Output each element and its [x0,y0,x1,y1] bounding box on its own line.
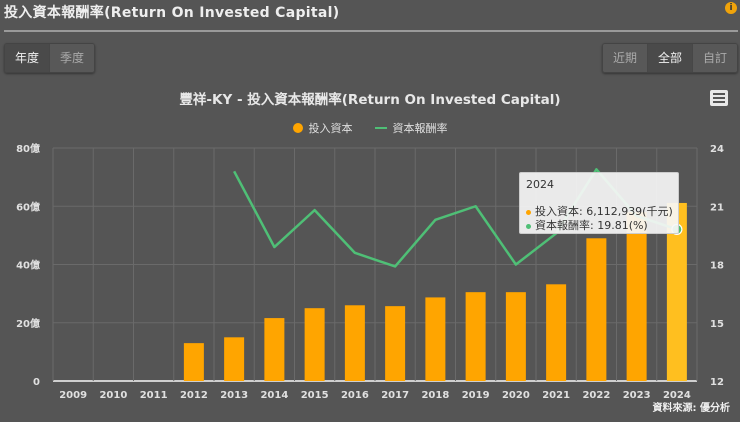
line-marker-icon [374,127,387,129]
svg-text:2009: 2009 [59,390,87,401]
svg-text:2024: 2024 [663,390,691,401]
tooltip-title: 2024 [526,178,554,191]
svg-text:2022: 2022 [582,390,610,401]
bullet-icon [526,209,531,215]
chart-tooltip: 2024 投入資本: 6,112,939(千元) 資本報酬率: 19.81(%) [519,172,679,234]
svg-text:80億: 80億 [16,142,40,155]
bullet-icon [526,223,531,229]
tooltip-row-capital: 投入資本: 6,112,939(千元) [526,203,673,219]
tab-custom[interactable]: 自訂 [692,44,737,72]
hamburger-menu-icon[interactable] [710,90,728,106]
svg-text:2015: 2015 [301,390,329,401]
legend-label: 資本報酬率 [392,122,448,135]
tab-quarterly[interactable]: 季度 [50,44,95,72]
svg-text:24: 24 [710,144,724,155]
page-title: 投入資本報酬率(Return On Invested Capital) [4,5,340,21]
svg-text:15: 15 [710,319,724,330]
svg-text:2011: 2011 [140,390,168,401]
circle-marker-icon [292,123,303,133]
tab-recent[interactable]: 近期 [602,44,648,72]
period-toggle: 年度 季度 [4,43,96,73]
svg-text:2014: 2014 [260,390,288,401]
svg-text:0: 0 [33,377,40,388]
svg-text:2023: 2023 [623,390,651,401]
info-icon[interactable]: i [725,2,737,14]
svg-text:2013: 2013 [220,390,248,401]
svg-text:18: 18 [710,261,724,272]
legend-label: 投入資本 [308,122,353,135]
svg-text:2020: 2020 [502,390,530,401]
svg-text:2017: 2017 [381,390,409,401]
title-divider [4,30,738,32]
chart-title: 豐祥-KY - 投入資本報酬率(Return On Invested Capit… [179,92,561,108]
svg-text:2019: 2019 [462,390,490,401]
svg-text:2012: 2012 [180,390,208,401]
svg-text:20億: 20億 [16,317,40,330]
svg-text:2016: 2016 [341,390,369,401]
svg-text:21: 21 [710,202,724,213]
svg-text:60億: 60億 [16,200,40,213]
data-source: 資料來源: 優分析 [652,403,730,414]
tab-annual[interactable]: 年度 [5,44,51,72]
svg-text:2010: 2010 [99,390,127,401]
chart-legend: 投入資本 資本報酬率 [0,120,740,136]
tooltip-row-roic: 資本報酬率: 19.81(%) [526,217,648,233]
right-axis-labels: 12 15 18 21 24 [710,144,724,388]
tab-all[interactable]: 全部 [647,44,693,72]
bar-series [183,202,687,381]
left-axis-labels: 0 20億 40億 60億 80億 [16,142,40,388]
svg-text:2018: 2018 [421,390,449,401]
svg-text:2021: 2021 [542,390,570,401]
legend-item-invested-capital[interactable]: 投入資本 [292,120,353,136]
legend-item-roic[interactable]: 資本報酬率 [374,120,448,136]
svg-text:12: 12 [710,377,724,388]
x-axis-labels: 2009 2010 2011 2012 2013 2014 2015 2016 2017 2018… [59,390,691,401]
range-toggle: 近期 全部 自訂 [601,43,738,73]
svg-text:40億: 40億 [16,259,40,272]
